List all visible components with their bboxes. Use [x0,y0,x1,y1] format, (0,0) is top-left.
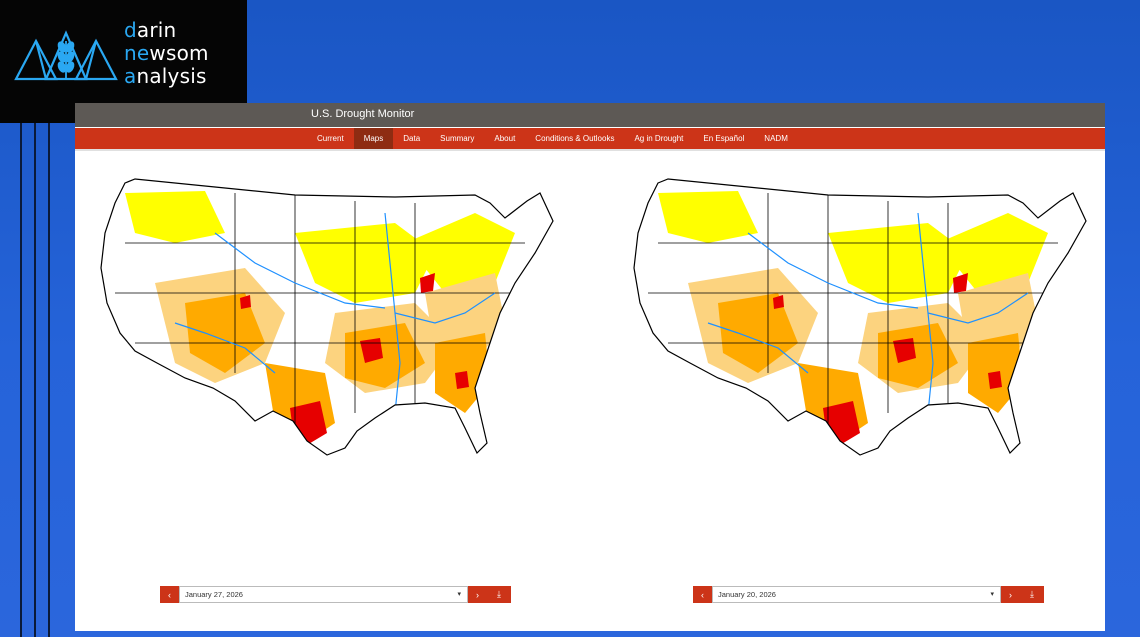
nav-summary[interactable]: Summary [440,134,475,143]
drought-area-d2 [345,323,425,388]
nav-nadm[interactable]: NADM [764,134,788,143]
nav-en-espanol[interactable]: En Español [703,134,745,143]
drought-area-d2 [718,293,798,373]
nav-ag-in-drought[interactable]: Ag in Drought [634,134,684,143]
drought-area-d3 [240,295,251,309]
drought-area-d2 [185,293,265,373]
drought-area-d3 [360,338,383,363]
download-icon[interactable]: ⤓ [487,586,511,603]
drought-area-d2 [878,323,958,388]
drought-area-d3 [455,371,469,389]
next-date-button[interactable]: › [1001,586,1020,603]
prev-date-button[interactable]: ‹ [693,586,712,603]
drought-area-d0 [658,191,758,243]
brand-wordmark: darin newsom analysis [124,18,209,88]
nav-maps[interactable]: Maps [353,128,394,149]
drought-area-d0 [125,191,225,243]
next-date-button[interactable]: › [468,586,487,603]
drought-area-d0 [938,213,1048,293]
river [214,232,386,309]
decor-line [20,123,22,637]
prev-date-button[interactable]: ‹ [160,586,179,603]
river [707,322,809,374]
wheat-mountain-logo-icon [14,30,118,81]
drought-map-previous [633,178,1087,456]
main-nav: Current Maps Data Summary About Conditio… [75,128,1105,151]
decor-line [48,123,50,637]
drought-area-d3 [988,371,1002,389]
us-outline [633,178,1087,456]
date-selector-current: ‹ January 27, 2026 ▾ › ⤓ [160,586,511,603]
drought-area-d3 [420,273,435,293]
drought-map-current [100,178,554,456]
drought-monitor-screenshot: U.S. Drought Monitor Current Maps Data S… [75,103,1105,631]
chevron-down-icon: ▾ [990,591,994,598]
chevron-down-icon: ▾ [457,591,461,598]
decor-line [34,123,36,637]
date-select[interactable]: January 20, 2026 ▾ [712,586,1001,603]
river [747,232,919,309]
drought-area-d3 [953,273,968,293]
river [927,292,1029,324]
date-select[interactable]: January 27, 2026 ▾ [179,586,468,603]
river [394,292,496,324]
date-selector-previous: ‹ January 20, 2026 ▾ › ⤓ [693,586,1044,603]
nav-about[interactable]: About [494,134,516,143]
download-icon[interactable]: ⤓ [1020,586,1044,603]
brand-logo: darin newsom analysis [0,0,247,123]
site-header: U.S. Drought Monitor [75,103,1105,127]
drought-area-d0 [405,213,515,293]
nav-data[interactable]: Data [403,134,421,143]
drought-area-d3 [773,295,784,309]
date-value: January 20, 2026 [718,590,776,599]
nav-current[interactable]: Current [317,134,344,143]
drought-area-d3 [893,338,916,363]
us-outline [100,178,554,456]
site-title[interactable]: U.S. Drought Monitor [311,108,415,120]
river [174,322,276,374]
date-value: January 27, 2026 [185,590,243,599]
nav-conditions-outlooks[interactable]: Conditions & Outlooks [535,134,615,143]
